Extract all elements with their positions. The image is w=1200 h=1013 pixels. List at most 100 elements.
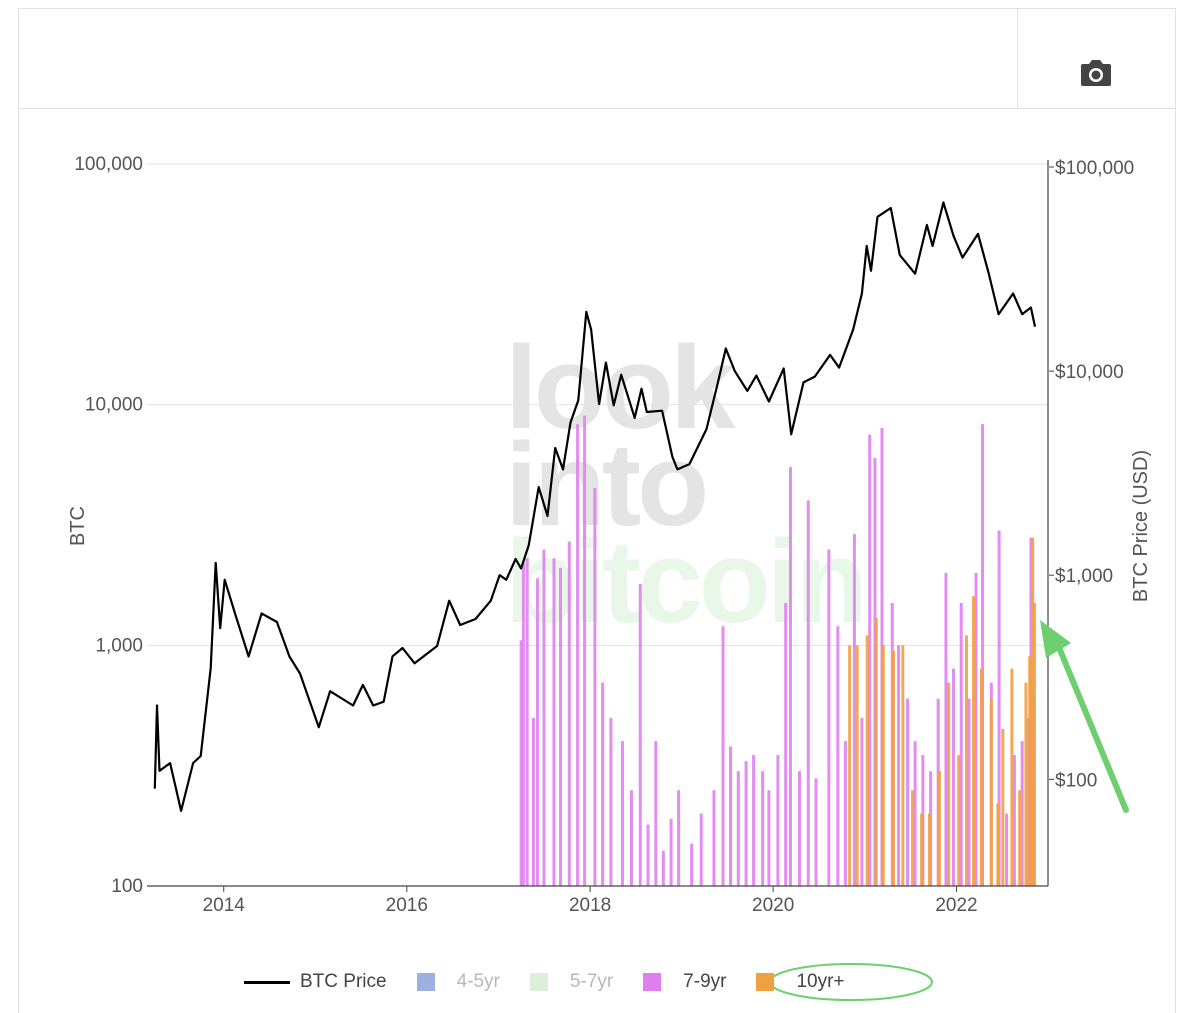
bar: [736, 771, 740, 886]
bar: [901, 645, 905, 886]
price-series: [153, 201, 1037, 812]
x-tick-label: 2020: [752, 895, 794, 916]
axes: 100 1,000 10,000 100,000 $100 $1,000 $10,000 $1…: [67, 154, 1152, 916]
bar: [797, 771, 801, 886]
bar: [1018, 790, 1022, 886]
bar: [788, 467, 792, 886]
bar: [729, 746, 733, 886]
bar: [959, 602, 963, 886]
bar: [552, 558, 556, 886]
bar: [957, 755, 961, 886]
bar: [531, 717, 535, 886]
bar: [583, 415, 587, 886]
bar: [860, 717, 864, 886]
bar: [690, 843, 694, 886]
bar: [852, 534, 856, 886]
bar: [542, 549, 546, 886]
bar: [1010, 668, 1014, 886]
bar: [927, 813, 931, 886]
x-tick-label: 2016: [386, 895, 428, 916]
legend-swatch-10yr: [756, 973, 775, 991]
bar: [654, 741, 658, 886]
bar: [865, 635, 869, 886]
bar: [1032, 602, 1036, 886]
bar: [868, 434, 872, 886]
legend-label-5-7yr: 5-7yr: [569, 971, 614, 992]
bar: [638, 583, 642, 886]
bar: [1012, 755, 1016, 886]
legend-swatch-5-7yr: [529, 973, 548, 991]
bar: [920, 813, 924, 886]
legend: BTC Price 4-5yr 5-7yr 7-9yr 10yr+: [244, 966, 875, 998]
bar: [913, 741, 917, 886]
bar: [519, 640, 523, 886]
bar: [981, 424, 985, 886]
bar: [784, 602, 788, 886]
bar: [979, 668, 983, 886]
y-left-tick-label: 1,000: [95, 635, 143, 656]
annotation-arrow: [769, 620, 1129, 1001]
bar: [629, 790, 633, 886]
bar: [1001, 728, 1005, 886]
annotation-arrow-shaft: [1055, 642, 1129, 813]
bar: [974, 572, 978, 886]
camera-icon[interactable]: [1079, 57, 1113, 89]
bar: [767, 790, 771, 886]
legend-item-btc-price[interactable]: BTC Price: [244, 971, 387, 993]
bar: [806, 500, 810, 886]
bar: [521, 562, 525, 886]
bar: [836, 626, 840, 886]
bar: [535, 578, 539, 886]
y-left-axis-title: BTC: [67, 506, 89, 546]
bar: [525, 558, 529, 886]
toolbar-divider: [1017, 9, 1018, 109]
annotation-arrow-head: [1040, 620, 1071, 658]
watermark-word: bitcoin: [505, 516, 864, 648]
bar: [897, 645, 901, 886]
legend-label-10yr: 10yr+: [796, 971, 845, 992]
bar: [721, 626, 725, 886]
bar: [843, 741, 847, 886]
bar: [906, 698, 910, 886]
y-right-axis-title: BTC Price (USD): [1130, 450, 1152, 602]
bar: [576, 424, 580, 886]
bar: [601, 682, 605, 886]
bar: [669, 818, 673, 886]
legend-item-10yr[interactable]: 10yr+: [756, 971, 845, 993]
bar: [848, 645, 852, 886]
legend-label-btc-price: BTC Price: [300, 971, 387, 992]
bar: [646, 824, 650, 886]
legend-line-btc-price: [244, 980, 290, 984]
bar: [814, 778, 818, 886]
x-tick-label: 2014: [203, 895, 246, 916]
legend-item-5-7yr[interactable]: 5-7yr: [529, 971, 614, 993]
bar: [967, 698, 971, 886]
bar: [567, 541, 571, 886]
bar: [911, 790, 915, 886]
bar: [1024, 682, 1028, 886]
y-right-tick-label: $10,000: [1055, 362, 1124, 383]
bar: [661, 850, 665, 886]
legend-item-7-9yr[interactable]: 7-9yr: [643, 971, 726, 993]
y-left-tick-label: 100,000: [74, 154, 143, 175]
bar: [874, 617, 878, 886]
bar: [997, 530, 1001, 886]
price-line: [153, 201, 1037, 812]
bar: [881, 645, 885, 886]
legend-label-4-5yr: 4-5yr: [456, 971, 500, 992]
bar: [593, 488, 597, 886]
bar: [951, 668, 955, 886]
legend-label-7-9yr: 7-9yr: [683, 971, 727, 992]
bar: [892, 650, 896, 886]
bar: [996, 803, 1000, 886]
bar: [1028, 656, 1032, 886]
bar: [944, 572, 948, 886]
bar: [609, 717, 613, 886]
watermark-word: look: [505, 322, 736, 454]
y-right-tick-label: $100: [1055, 770, 1097, 791]
legend-swatch-4-5yr: [416, 973, 435, 991]
legend-item-4-5yr[interactable]: 4-5yr: [416, 971, 500, 993]
watermark-word: into: [505, 419, 705, 551]
bar: [620, 741, 624, 886]
